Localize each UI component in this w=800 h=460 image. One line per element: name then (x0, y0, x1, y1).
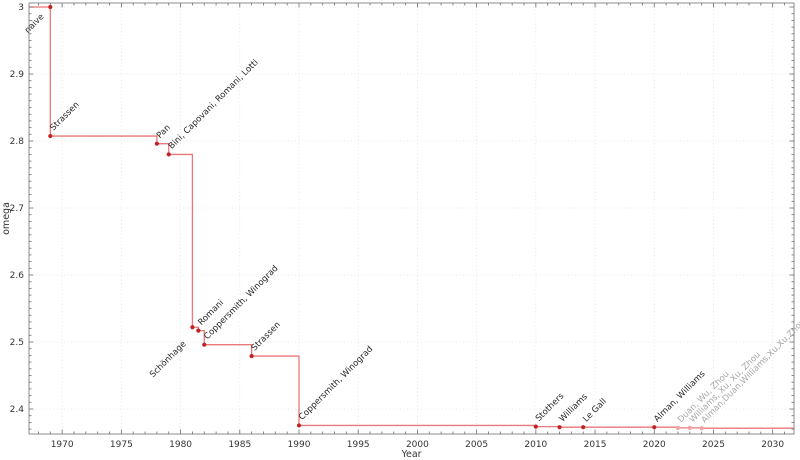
data-point-marker (249, 353, 254, 359)
data-point-marker (557, 425, 562, 430)
data-point-marker (581, 425, 586, 430)
x-tick-label: 2015 (584, 440, 607, 450)
data-point-marker (699, 426, 704, 431)
data-point-marker (675, 425, 681, 430)
data-point-marker (652, 425, 657, 430)
y-tick-label: 2.4 (10, 405, 25, 415)
data-point-marker (48, 133, 53, 139)
data-point-marker (196, 328, 201, 333)
data-point-marker (687, 425, 692, 430)
y-tick-label: 2.6 (10, 271, 25, 281)
y-tick-label: 3 (18, 3, 24, 13)
data-point-marker (533, 424, 538, 429)
y-tick-label: 2.9 (10, 70, 25, 80)
x-tick-label: 2005 (465, 440, 488, 450)
data-point-marker (296, 423, 302, 428)
x-tick-label: 2010 (524, 440, 547, 450)
data-point-marker (190, 325, 195, 330)
y-tick-label: 2.7 (10, 204, 24, 214)
x-tick-label: 2000 (406, 440, 429, 450)
data-point-marker (48, 4, 53, 10)
y-tick-label: 2.5 (10, 338, 24, 348)
x-tick-label: 1975 (110, 440, 133, 450)
x-tick-label: 1980 (169, 440, 192, 450)
y-tick-label: 2.8 (10, 137, 25, 147)
x-tick-label: 2030 (761, 440, 784, 450)
data-point-marker (202, 342, 207, 347)
data-point-marker (154, 141, 159, 146)
x-tick-label: 1985 (228, 440, 251, 450)
x-tick-label: 2025 (702, 440, 725, 450)
x-axis-label: Year (400, 449, 421, 460)
plot-frame (28, 2, 795, 435)
x-tick-label: 2020 (643, 440, 666, 450)
y-axis-label: omega (1, 202, 12, 235)
x-tick-label: 1995 (347, 440, 370, 450)
x-tick-label: 1970 (51, 440, 74, 450)
data-point-marker (166, 152, 171, 157)
x-tick-label: 1990 (288, 440, 311, 450)
